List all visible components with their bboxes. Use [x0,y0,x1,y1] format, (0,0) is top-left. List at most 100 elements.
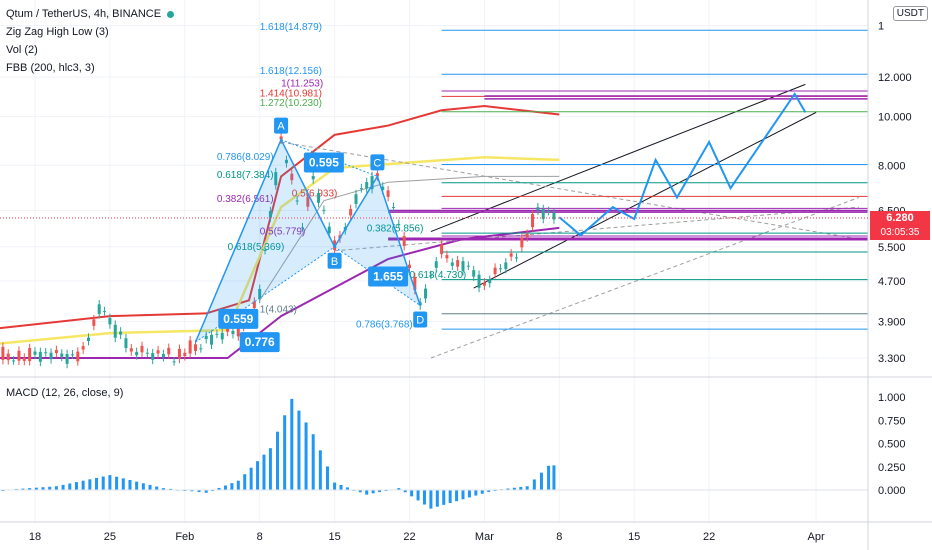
candle-body [65,353,69,364]
candle-body [108,317,112,325]
candle-body [119,331,123,335]
candle-body [381,186,385,190]
fib-level-label: 0.786(3.768) [356,319,413,330]
candle-body [188,340,192,354]
candle-body [515,257,518,259]
y-tick-label: 10.000 [878,112,912,124]
macd-bar [339,484,343,490]
macd-bar [448,490,452,504]
macd-bar [378,490,382,493]
macd-bar [429,490,433,509]
macd-bar [461,490,465,500]
macd-bar [108,475,112,490]
candle-body [215,333,219,335]
macd-bar [236,480,240,490]
candle-body [547,210,551,212]
macd-y-tick-label: 0.250 [878,462,906,474]
candle-body [391,207,395,209]
ratio-label-box [218,308,259,329]
macd-bar [371,490,375,494]
macd-bar [290,398,294,490]
macd-bar [442,490,446,505]
candle-body [22,357,26,361]
point-label: D [416,315,424,327]
x-tick-label: 22 [703,531,715,543]
macd-bar [318,450,322,490]
candle-body [210,334,214,345]
fib-level-label: 0.618(7.384) [217,170,274,181]
candle-body [445,254,449,259]
ratio-label-box [368,266,409,287]
candle-body [44,352,48,354]
x-tick-label: Apr [808,531,825,543]
macd-bar [61,484,65,490]
trend-line [473,111,817,289]
candle-body [359,188,363,190]
ratio-label: 1.655 [373,269,403,283]
current-price-label: 6.280 [870,211,930,226]
candle-body [552,212,556,220]
macd-bar [455,490,459,502]
candle-body [311,176,315,180]
indicator-label[interactable]: Zig Zag High Low (3) [6,26,109,38]
macd-y-tick-label: 0.000 [878,485,906,497]
point-label-box [327,252,342,269]
macd-bar [95,477,99,490]
candle-body [349,208,353,216]
macd-bar [21,488,25,490]
candle-body [466,265,470,267]
candle-body [327,226,331,234]
fib-level-label: 1.618(14.879) [260,22,322,33]
pattern-labels: A B C D 0.595 1.655 0.559 0.776 [218,117,428,353]
candle-body [258,288,262,299]
zigzag-diagonal [334,246,421,306]
macd-histogram [0,398,868,509]
macd-bar [422,490,426,505]
candle-body [183,352,187,357]
candle-body [301,227,304,229]
macd-bar [416,490,420,501]
macd-bar [169,488,173,490]
trend-channel[interactable] [281,83,860,359]
macd-bar [155,486,159,490]
macd-bar [243,474,247,490]
candle-body [456,260,460,267]
fib-level-label: 1(11.253) [281,78,323,89]
candle-body [263,250,267,252]
macd-bar [41,487,45,490]
macd-bar [204,490,208,493]
candle-body [161,353,165,358]
macd-title[interactable]: MACD (12, 26, close, 9) [6,387,124,399]
indicator-label[interactable]: FBB (200, hlc3, 3) [6,62,95,74]
point-label-box [370,154,385,171]
grid [0,0,868,522]
indicator-label[interactable]: Vol (2) [6,44,38,56]
candle-body [424,288,428,299]
macd-y-tick-label: 1.000 [878,392,906,404]
mid-band-line [0,155,560,345]
candle-body [434,261,438,268]
candle-body [70,354,74,356]
macd-bar [115,476,119,490]
candle-body [354,194,358,204]
macd-bar [474,490,478,496]
macd-bar [297,410,301,490]
candle-body [113,324,117,338]
macd-y-tick-label: 0.750 [878,415,906,427]
currency-button[interactable]: USDT [892,6,928,21]
macd-bar [217,487,221,490]
y-tick-label: 3.300 [878,353,906,365]
macd-bar [28,488,32,490]
candle-body [145,352,149,354]
y-tick-label: 12.000 [878,72,912,84]
projection-path[interactable] [558,92,807,237]
ratio-label: 0.559 [223,312,253,326]
macd-bar [506,488,510,490]
candle-body [12,360,16,362]
candle-body [365,182,369,189]
candle-body [38,351,42,362]
candle-body [306,196,310,207]
x-tick-label: 15 [628,531,640,543]
